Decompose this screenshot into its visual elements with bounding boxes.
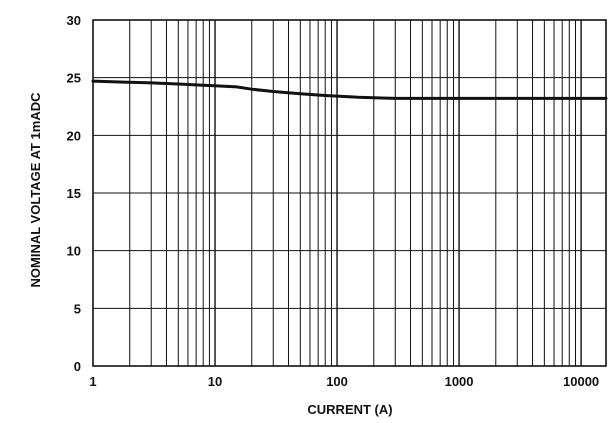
y-tick-label: 25 (67, 71, 81, 86)
x-axis-title: CURRENT (A) (307, 402, 392, 417)
y-tick-label: 20 (67, 128, 81, 143)
x-tick-label: 100 (326, 374, 348, 389)
x-tick-label: 1000 (445, 374, 474, 389)
x-tick-label: 1 (89, 374, 96, 389)
plot-border (92, 19, 607, 367)
x-tick-label: 10000 (563, 374, 599, 389)
grid (93, 20, 606, 366)
y-axis-title: NOMINAL VOLTAGE AT 1mADC (28, 92, 43, 288)
series-line (91, 79, 608, 100)
y-tick-labels: 0 5 10 15 20 25 30 (67, 13, 81, 374)
y-tick-label: 30 (67, 13, 81, 28)
plot-frame (92, 19, 607, 367)
y-tick-label: 0 (74, 359, 81, 374)
x-tick-labels: 1 10 100 1000 10000 (89, 374, 599, 389)
x-tick-label: 10 (208, 374, 222, 389)
series-layer (91, 79, 608, 100)
y-tick-label: 5 (74, 301, 81, 316)
y-tick-label: 15 (67, 186, 81, 201)
y-tick-label: 10 (67, 244, 81, 259)
